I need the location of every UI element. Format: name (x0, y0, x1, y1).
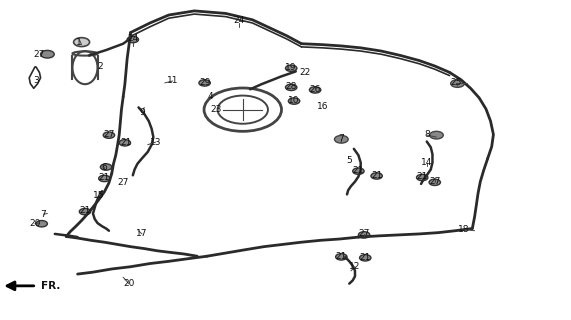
Text: 13: 13 (150, 138, 162, 147)
Text: 20: 20 (29, 219, 41, 228)
Text: 27: 27 (103, 130, 115, 139)
Text: 4: 4 (207, 92, 213, 101)
Text: 24: 24 (233, 16, 244, 25)
Circle shape (286, 84, 297, 91)
Circle shape (335, 135, 348, 143)
Text: 9: 9 (139, 108, 145, 117)
Text: 7: 7 (41, 210, 46, 219)
Text: 17: 17 (136, 229, 148, 238)
Text: 14: 14 (421, 158, 432, 167)
Circle shape (103, 132, 115, 138)
Circle shape (99, 175, 110, 182)
Text: 16: 16 (317, 102, 328, 111)
Text: 12: 12 (349, 262, 361, 271)
Text: 20: 20 (123, 279, 135, 288)
Text: 18: 18 (457, 225, 469, 234)
Text: 27: 27 (359, 229, 370, 238)
Text: 21: 21 (353, 166, 364, 175)
Circle shape (100, 164, 112, 170)
Circle shape (359, 232, 370, 238)
Circle shape (127, 36, 139, 43)
Circle shape (429, 131, 443, 139)
Text: 21: 21 (120, 138, 132, 147)
Circle shape (451, 80, 464, 87)
Circle shape (41, 50, 54, 58)
Text: 26: 26 (309, 85, 321, 94)
Text: 25: 25 (451, 78, 462, 87)
Circle shape (74, 38, 90, 47)
Circle shape (353, 168, 364, 174)
Text: 15: 15 (93, 190, 104, 200)
Circle shape (429, 179, 440, 186)
Circle shape (36, 220, 47, 227)
Text: 7: 7 (339, 134, 344, 143)
Text: 23: 23 (210, 105, 222, 114)
Circle shape (371, 173, 383, 179)
Text: 6: 6 (102, 163, 107, 172)
Text: 11: 11 (167, 76, 179, 85)
Text: 22: 22 (300, 68, 311, 77)
Circle shape (360, 255, 371, 261)
Text: 21: 21 (371, 171, 383, 180)
Text: 27: 27 (34, 50, 45, 59)
Circle shape (119, 140, 131, 146)
Circle shape (336, 254, 347, 260)
Text: 21: 21 (336, 252, 347, 261)
Text: 21: 21 (360, 253, 371, 262)
Circle shape (416, 174, 428, 181)
Text: FR.: FR. (41, 281, 60, 291)
Text: 1: 1 (77, 38, 82, 47)
Text: 8: 8 (424, 130, 429, 139)
Circle shape (286, 65, 297, 71)
Text: 19: 19 (286, 63, 297, 72)
Circle shape (288, 98, 300, 104)
Circle shape (199, 80, 210, 86)
Text: 5: 5 (347, 156, 352, 165)
Text: 10: 10 (288, 96, 300, 105)
Text: 3: 3 (33, 76, 39, 85)
Text: 21: 21 (79, 206, 91, 215)
Circle shape (309, 87, 321, 93)
Text: 27: 27 (118, 178, 129, 187)
Circle shape (79, 208, 91, 215)
Text: 27: 27 (429, 177, 440, 186)
Text: 24: 24 (127, 35, 139, 44)
Text: 29: 29 (199, 78, 210, 87)
Text: 2: 2 (98, 61, 103, 70)
Text: 21: 21 (99, 173, 110, 182)
Text: 21: 21 (416, 172, 428, 181)
Text: 28: 28 (286, 82, 297, 91)
